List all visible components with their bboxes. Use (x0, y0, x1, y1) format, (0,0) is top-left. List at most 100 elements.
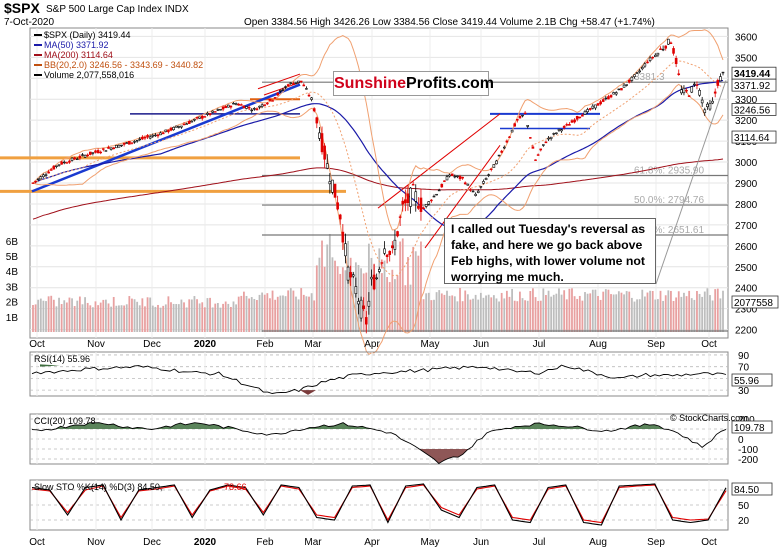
volume-bar (248, 298, 251, 332)
candle-body (362, 305, 365, 310)
candle-body (193, 118, 196, 121)
volume-bar (261, 292, 264, 332)
candle-body (651, 56, 654, 59)
candle-body (253, 108, 256, 110)
candle-body (81, 154, 84, 156)
candle-body (536, 154, 540, 156)
volume-bar (461, 301, 464, 332)
volume-bar (446, 290, 448, 332)
volume-bar (693, 299, 696, 332)
candle-body (320, 133, 324, 153)
volume-bar (657, 299, 659, 332)
candle-body (664, 45, 668, 49)
candle-body (289, 82, 293, 84)
volume-bar (183, 302, 185, 332)
volume-bar (157, 304, 159, 332)
candle-body (474, 193, 477, 196)
volume-tick-label: 4B (6, 267, 19, 278)
volume-bar (60, 304, 63, 332)
volume-bar (237, 296, 240, 332)
volume-bar (136, 301, 139, 332)
volume-bar (386, 277, 389, 332)
volume-bar (532, 288, 534, 332)
sto-panel-tick-label: 20 (738, 516, 750, 527)
red-channel-top (257, 73, 301, 90)
volume-bar (271, 290, 274, 332)
volume-bar (279, 295, 282, 332)
volume-bar (107, 303, 110, 332)
volume-bar (492, 295, 495, 332)
candle-body (588, 108, 592, 110)
volume-tick-label: 3B (6, 282, 19, 293)
volume-bar (232, 301, 235, 332)
volume-bar (503, 298, 506, 332)
legend-bb: BB(20,2.0) 3246.56 - 3343.69 - 3440.82 (44, 60, 203, 70)
bb-lower-price-label-box (731, 103, 777, 116)
volume-bar (258, 294, 261, 332)
candle-body (667, 38, 670, 45)
volume-bar (55, 306, 58, 332)
candle-body (315, 117, 319, 124)
candle-body (599, 101, 602, 105)
candle-body (323, 145, 326, 160)
sto-panel-tick-label: 50 (738, 501, 750, 512)
bottom-x-axis-label: Jun (473, 537, 489, 548)
volume-bar (703, 291, 706, 332)
candle-body (359, 299, 363, 319)
volume-bar (485, 295, 487, 332)
volume-bar (292, 290, 295, 332)
candle-body (526, 125, 530, 127)
volume-bar (430, 300, 433, 332)
volume-bar (477, 299, 480, 332)
cci-panel-tick-label: -200 (738, 455, 758, 466)
candle-body (549, 136, 553, 139)
volume-bar (675, 297, 678, 332)
candle-body (711, 100, 714, 104)
fib-level-label: 61.8%: 2935.90 (634, 165, 704, 176)
candle-body (414, 191, 418, 202)
candle-body (476, 190, 480, 193)
price-tick-label: 3500 (735, 53, 758, 64)
candle-body (34, 180, 37, 183)
candle-body (57, 164, 61, 166)
volume-bar (482, 297, 485, 332)
candle-body (96, 150, 100, 154)
bottom-x-axis-label: Dec (143, 537, 161, 548)
volume-bar (505, 290, 508, 332)
legend-ma50: MA(50) 3371.92 (44, 40, 109, 50)
volume-bar (698, 293, 701, 332)
candle-body (47, 171, 50, 174)
candle-body (91, 152, 95, 154)
symbol-title: $SPX (4, 0, 40, 16)
volume-bar (581, 300, 584, 332)
candle-body (349, 272, 352, 278)
bottom-x-axis-label: Nov (87, 537, 105, 548)
volume-bar (170, 302, 172, 332)
candle-body (539, 148, 543, 151)
volume-bar (425, 293, 428, 332)
volume-bar (443, 294, 446, 332)
volume-bar (677, 291, 680, 332)
volume-bar (193, 296, 196, 332)
volume-bar (685, 296, 688, 332)
candle-body (70, 157, 74, 161)
volume-bar (167, 296, 170, 332)
candle-body (437, 189, 441, 192)
candle-body (633, 74, 636, 77)
price-tick-label: 3300 (735, 95, 758, 106)
volume-bar (308, 296, 310, 332)
bb-lower (32, 83, 724, 356)
candle-body (247, 106, 251, 109)
candle-body (531, 146, 535, 149)
volume-bar (344, 270, 347, 332)
volume-bar (310, 293, 313, 332)
volume-bar (177, 304, 180, 332)
candle-body (351, 274, 355, 277)
candle-body (542, 144, 545, 146)
candle-body (385, 254, 389, 258)
volume-bar (328, 233, 331, 332)
candle-body (305, 88, 308, 90)
volume-bar (526, 300, 529, 332)
volume-bar (185, 307, 188, 332)
